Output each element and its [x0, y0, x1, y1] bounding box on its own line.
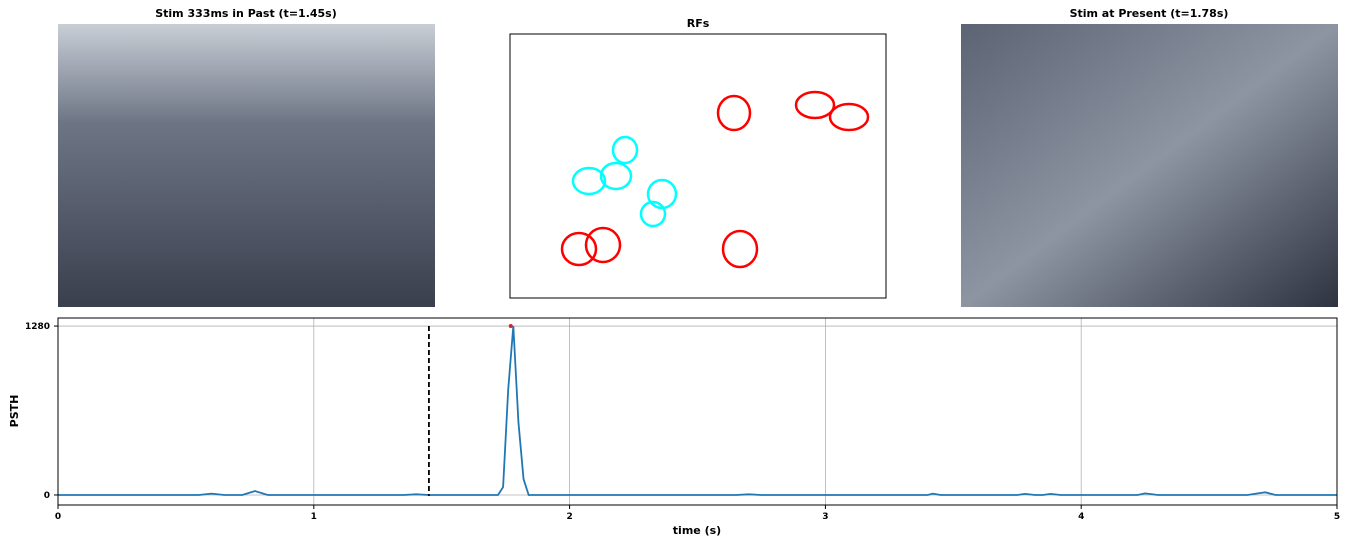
- panel-title: RFs: [687, 17, 710, 30]
- x-tick-label: 5: [1334, 512, 1340, 522]
- panel-title: Stim at Present (t=1.78s): [1070, 7, 1229, 20]
- rf: [571, 166, 607, 196]
- stimulus-image: [58, 24, 435, 307]
- y-tick-label: 1280: [25, 322, 50, 332]
- line-series: [58, 325, 1337, 496]
- rf: [584, 226, 622, 264]
- panel-title: Stim 333ms in Past (t=1.45s): [155, 7, 337, 20]
- rf: [599, 161, 633, 191]
- rf-ellipses: [560, 90, 870, 269]
- y-axis-label: PSTH: [8, 395, 21, 428]
- rf: [716, 94, 752, 132]
- rf: [611, 135, 639, 165]
- x-axis-label: time (s): [673, 524, 721, 537]
- x-tick-label: 3: [822, 512, 828, 522]
- stimulus-image: [961, 24, 1338, 307]
- rf: [721, 229, 759, 269]
- x-tick-label: 1: [311, 512, 317, 522]
- x-tick-label: 2: [566, 512, 572, 522]
- plot-frame: [57, 317, 1338, 506]
- y-tick-label: 0: [44, 491, 50, 501]
- rf: [639, 200, 667, 228]
- rf: [828, 102, 870, 132]
- rf: [794, 90, 836, 120]
- rf-box: [509, 33, 887, 299]
- x-tick-label: 4: [1078, 512, 1084, 522]
- rf: [560, 231, 598, 267]
- x-tick-label: 0: [55, 512, 61, 522]
- peak-marker: [508, 324, 513, 329]
